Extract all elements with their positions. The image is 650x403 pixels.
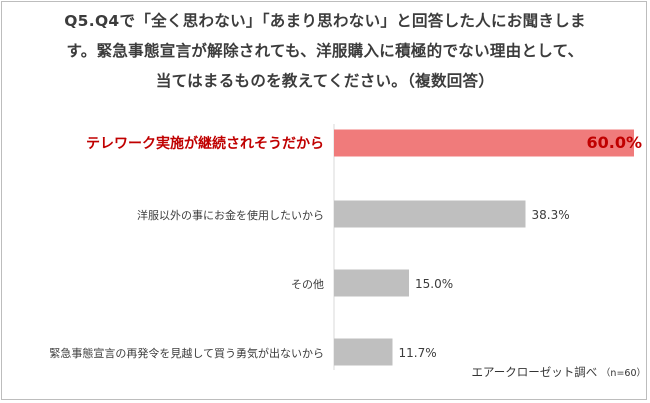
category-label-1: テレワーク実施が継続されそうだから	[86, 135, 324, 152]
chart-title: Q5.Q4で「全く思わない」「あまり思わない」と回答した人にお聞きしま す。緊急…	[0, 6, 650, 96]
value-label-3: 15.0%	[415, 277, 453, 291]
title-line-1: Q5.Q4で「全く思わない」「あまり思わない」と回答した人にお聞きしま	[64, 12, 586, 30]
title-line-3: 当てはまるものを教えてください。（複数回答）	[155, 72, 495, 90]
value-label-4: 11.7%	[399, 346, 437, 360]
source-note: エアークローゼット調べ （n=60）	[0, 364, 646, 380]
bar-2	[334, 200, 526, 228]
sample-size: （n=60）	[600, 368, 646, 379]
bar-4	[334, 338, 393, 366]
source-label: エアークローゼット調べ	[471, 365, 598, 379]
value-label-1: 60.0%	[586, 133, 642, 152]
title-line-2: す。緊急事態宣言が解除されても、洋服購入に積極的でない理由として、	[66, 42, 584, 60]
category-label-2: 洋服以外の事にお金を使用したいから	[137, 208, 324, 222]
category-label-3: その他	[291, 278, 324, 291]
bar-1	[334, 129, 634, 157]
bar-3	[334, 269, 409, 297]
category-label-4: 緊急事態宣言の再発令を見越して買う勇気が出ないから	[49, 346, 324, 360]
value-label-2: 38.3%	[532, 208, 570, 222]
